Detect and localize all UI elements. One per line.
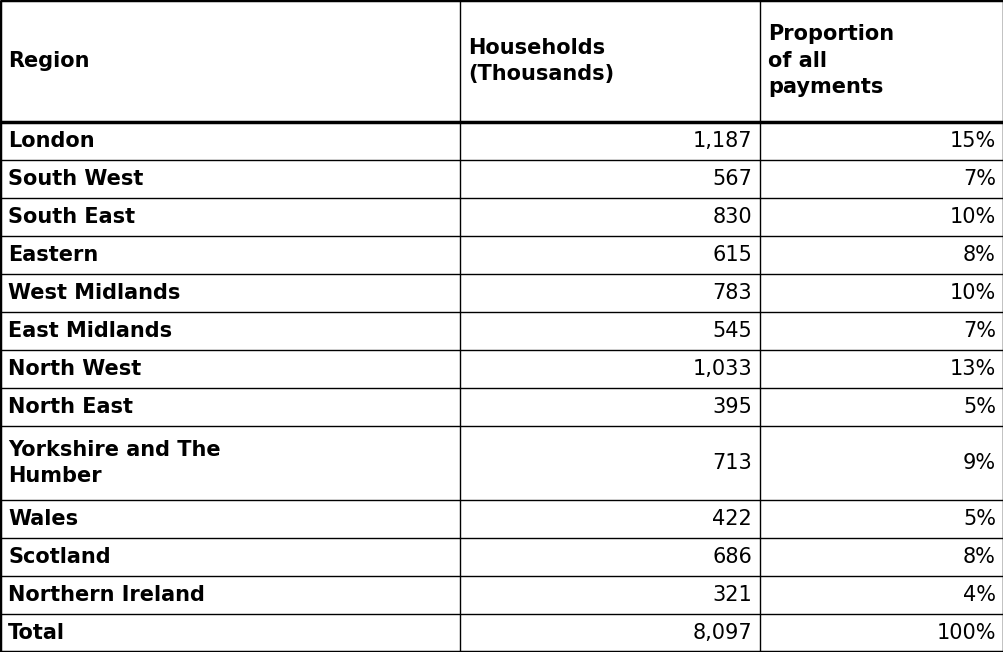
Bar	[759, 198, 1003, 236]
Bar	[759, 274, 1003, 312]
Bar	[0, 122, 459, 160]
Text: 5%: 5%	[962, 397, 995, 417]
Bar	[759, 614, 1003, 652]
Bar	[0, 576, 459, 614]
Text: 545: 545	[711, 321, 751, 341]
Text: South East: South East	[8, 207, 135, 227]
Text: Yorkshire and The
Humber: Yorkshire and The Humber	[8, 439, 221, 486]
Text: Households
(Thousands): Households (Thousands)	[467, 38, 614, 84]
Bar	[459, 538, 759, 576]
Text: North West: North West	[8, 359, 141, 379]
Bar	[0, 0, 459, 122]
Text: 1,033: 1,033	[692, 359, 751, 379]
Bar	[0, 426, 459, 500]
Bar	[459, 122, 759, 160]
Bar	[0, 614, 459, 652]
Bar	[759, 576, 1003, 614]
Bar	[759, 538, 1003, 576]
Bar	[0, 349, 459, 388]
Bar	[759, 312, 1003, 349]
Text: West Midlands: West Midlands	[8, 283, 181, 303]
Text: East Midlands: East Midlands	[8, 321, 172, 341]
Text: Total: Total	[8, 623, 65, 643]
Text: 7%: 7%	[962, 169, 995, 188]
Text: 8%: 8%	[962, 547, 995, 567]
Text: 13%: 13%	[949, 359, 995, 379]
Text: 8,097: 8,097	[692, 623, 751, 643]
Bar	[759, 236, 1003, 274]
Text: 1,187: 1,187	[692, 130, 751, 151]
Text: London: London	[8, 130, 94, 151]
Text: 567: 567	[711, 169, 751, 188]
Text: 100%: 100%	[936, 623, 995, 643]
Bar	[459, 312, 759, 349]
Bar	[459, 576, 759, 614]
Text: 5%: 5%	[962, 509, 995, 529]
Text: 15%: 15%	[949, 130, 995, 151]
Text: 783: 783	[712, 283, 751, 303]
Text: Scotland: Scotland	[8, 547, 110, 567]
Bar	[459, 614, 759, 652]
Bar	[0, 312, 459, 349]
Text: 686: 686	[711, 547, 751, 567]
Bar	[0, 274, 459, 312]
Bar	[459, 274, 759, 312]
Text: North East: North East	[8, 397, 132, 417]
Text: 713: 713	[711, 453, 751, 473]
Bar	[759, 500, 1003, 538]
Text: Eastern: Eastern	[8, 244, 98, 265]
Text: 830: 830	[712, 207, 751, 227]
Bar	[459, 388, 759, 426]
Text: South West: South West	[8, 169, 143, 188]
Bar	[459, 160, 759, 198]
Bar	[459, 0, 759, 122]
Bar	[459, 236, 759, 274]
Bar	[0, 160, 459, 198]
Text: Region: Region	[8, 51, 89, 71]
Bar	[759, 388, 1003, 426]
Bar	[759, 349, 1003, 388]
Bar	[0, 198, 459, 236]
Text: 395: 395	[711, 397, 751, 417]
Text: 8%: 8%	[962, 244, 995, 265]
Bar	[759, 160, 1003, 198]
Text: 10%: 10%	[949, 283, 995, 303]
Bar	[759, 426, 1003, 500]
Text: 7%: 7%	[962, 321, 995, 341]
Bar	[0, 388, 459, 426]
Text: 10%: 10%	[949, 207, 995, 227]
Text: 9%: 9%	[962, 453, 995, 473]
Text: Northern Ireland: Northern Ireland	[8, 585, 205, 605]
Bar	[0, 500, 459, 538]
Text: 422: 422	[711, 509, 751, 529]
Text: Wales: Wales	[8, 509, 78, 529]
Bar	[759, 0, 1003, 122]
Text: Proportion
of all
payments: Proportion of all payments	[767, 24, 894, 97]
Bar	[0, 236, 459, 274]
Text: 4%: 4%	[962, 585, 995, 605]
Bar	[0, 538, 459, 576]
Bar	[459, 500, 759, 538]
Bar	[759, 122, 1003, 160]
Bar	[459, 198, 759, 236]
Text: 615: 615	[711, 244, 751, 265]
Text: 321: 321	[711, 585, 751, 605]
Bar	[459, 349, 759, 388]
Bar	[459, 426, 759, 500]
